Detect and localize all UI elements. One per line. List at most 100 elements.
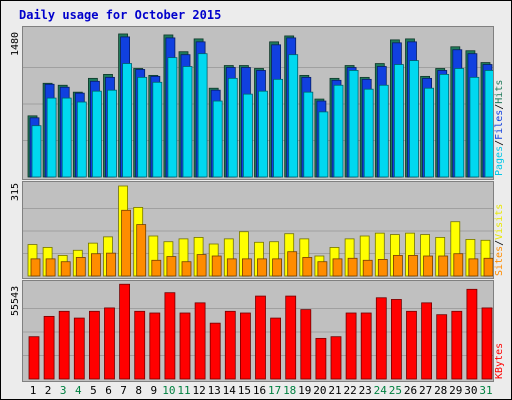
x-tick-label-day-23: 23: [359, 384, 372, 397]
x-tick-label-day-31: 31: [479, 384, 492, 397]
kbytes-bar-kbytes-day-17: [270, 317, 282, 380]
visits-sites-bar-sites-day-9: [151, 259, 162, 277]
x-tick-label-day-29: 29: [449, 384, 462, 397]
hits-files-pages-bar-pages-day-3: [61, 97, 72, 178]
x-tick-label-day-20: 20: [313, 384, 326, 397]
visits-sites-bar-sites-day-7: [121, 209, 131, 277]
visits-sites-bar-sites-day-27: [423, 255, 434, 277]
hits-files-pages-bar-pages-day-19: [303, 91, 314, 178]
kbytes-bar-kbytes-day-29: [451, 310, 463, 380]
x-tick-label-day-1: 1: [30, 384, 37, 397]
x-tick-label-day-22: 22: [343, 384, 356, 397]
visits-sites-bar-sites-day-19: [302, 257, 313, 277]
kbytes-bar-kbytes-day-18: [285, 295, 297, 380]
x-tick-label-day-14: 14: [223, 384, 237, 397]
kbytes-panel: [22, 280, 494, 382]
visits-sites-bar-sites-day-28: [438, 255, 449, 277]
hits-files-pages-bar-pages-day-6: [107, 89, 117, 178]
kbytes-bar-kbytes-day-1: [28, 336, 40, 380]
visits-sites-bar-sites-day-12: [196, 254, 207, 277]
x-tick-label-day-9: 9: [150, 384, 157, 397]
x-tick-label-day-15: 15: [238, 384, 251, 397]
hits-files-pages-bar-pages-day-26: [409, 60, 419, 178]
kbytes-bar-kbytes-day-25: [390, 299, 402, 380]
x-tick-label-day-24: 24: [374, 384, 388, 397]
hits-files-pages-bar-pages-day-13: [212, 100, 223, 178]
hits-files-pages-bar-pages-day-8: [137, 76, 148, 178]
hits-files-pages-bar-pages-day-5: [92, 90, 102, 178]
kbytes-bar-kbytes-day-5: [89, 310, 100, 380]
visits-sites-bar-sites-day-11: [181, 261, 192, 277]
kbytes-bar-kbytes-day-20: [315, 337, 327, 380]
hits-files-pages-bar-pages-day-27: [424, 87, 435, 178]
hits-files-pages-bar-pages-day-15: [242, 93, 253, 178]
visits-sites-bar-sites-day-10: [166, 256, 177, 277]
visits-sites-bar-sites-day-13: [211, 255, 222, 277]
kbytes-bar-kbytes-day-9: [149, 312, 161, 380]
x-tick-label-day-19: 19: [298, 384, 311, 397]
visits-sites-bar-sites-day-14: [226, 258, 237, 277]
x-tick-label-day-30: 30: [464, 384, 477, 397]
kbytes-bar-kbytes-day-12: [194, 302, 206, 380]
x-tick-label-day-28: 28: [434, 384, 447, 397]
kbytes-bar-kbytes-day-24: [375, 297, 387, 380]
hits-files-pages-bar-pages-day-10: [167, 57, 178, 178]
visits-sites-bar-sites-day-4: [75, 257, 86, 277]
x-tick-label-day-3: 3: [60, 384, 67, 397]
x-tick-label-day-18: 18: [283, 384, 296, 397]
hits-files-pages-bar-pages-day-21: [333, 84, 344, 178]
hits-files-pages-bar-pages-day-12: [197, 53, 208, 178]
kbytes-bar-kbytes-day-30: [466, 288, 478, 380]
x-tick-label-day-5: 5: [90, 384, 97, 397]
kbytes-bar-kbytes-day-23: [360, 312, 372, 380]
hits-files-pages-bar-pages-day-23: [363, 88, 374, 178]
x-tick-label-day-11: 11: [177, 384, 190, 397]
x-tick-label-day-7: 7: [120, 384, 127, 397]
kbytes-bar-kbytes-day-15: [239, 312, 251, 380]
hits-files-pages-bar-pages-day-31: [484, 70, 493, 178]
visits-sites-bar-sites-day-15: [241, 258, 252, 277]
x-tick-label-day-21: 21: [328, 384, 341, 397]
kbytes-bar-kbytes-day-8: [134, 310, 146, 380]
hits-files-pages-bar-pages-day-22: [348, 70, 359, 178]
kbytes-bar-kbytes-day-26: [406, 310, 417, 380]
kbytes-bar-kbytes-day-14: [224, 310, 236, 380]
hits-files-pages-bar-pages-day-28: [439, 74, 450, 178]
x-tick-label-day-25: 25: [389, 384, 402, 397]
kbytes-bar-kbytes-day-6: [104, 307, 115, 380]
kbytes-bar-kbytes-day-4: [73, 317, 85, 380]
x-tick-label-day-2: 2: [45, 384, 52, 397]
visits-sites-panel: [22, 181, 494, 279]
hits-files-pages-bar-pages-day-16: [258, 90, 268, 178]
visits-sites-bar-sites-day-24: [377, 259, 388, 277]
kbytes-bar-kbytes-day-21: [330, 336, 342, 380]
hits-files-pages-bar-pages-day-30: [469, 76, 480, 178]
hits-files-pages-bar-pages-day-2: [46, 97, 57, 178]
visits-sites-bar-sites-day-16: [257, 258, 267, 277]
kbytes-bar-kbytes-day-13: [209, 322, 221, 380]
hits-files-pages-bar-pages-day-11: [182, 66, 193, 178]
chart-title: Daily usage for October 2015: [19, 8, 222, 22]
visits-sites-bar-sites-day-2: [45, 258, 56, 277]
x-tick-label-day-26: 26: [404, 384, 417, 397]
hits-files-pages-bar-pages-day-18: [288, 54, 299, 178]
kbytes-bar-kbytes-day-10: [164, 292, 176, 380]
hits-files-pages-bar-pages-day-25: [393, 64, 404, 178]
hits-files-pages-bar-pages-day-14: [227, 77, 238, 178]
x-tick-label-day-4: 4: [75, 384, 82, 397]
visits-sites-bar-sites-day-3: [60, 261, 71, 277]
visits-sites-bar-sites-day-17: [272, 258, 283, 277]
kbytes-bar-kbytes-day-2: [43, 315, 55, 380]
visits-sites-bar-sites-day-25: [392, 255, 403, 277]
visits-sites-bar-sites-day-30: [468, 258, 479, 277]
hits-files-pages-bar-pages-day-29: [454, 68, 465, 178]
visits-sites-bar-sites-day-18: [287, 251, 298, 277]
x-tick-label-day-8: 8: [135, 384, 142, 397]
x-tick-label-day-16: 16: [253, 384, 266, 397]
x-tick-label-day-10: 10: [162, 384, 175, 397]
visits-sites-bar-sites-day-6: [106, 252, 116, 277]
visits-sites-bar-sites-day-26: [408, 255, 418, 277]
hits-files-pages-bar-pages-day-17: [273, 78, 284, 178]
visits-sites-bar-sites-day-8: [136, 224, 147, 277]
